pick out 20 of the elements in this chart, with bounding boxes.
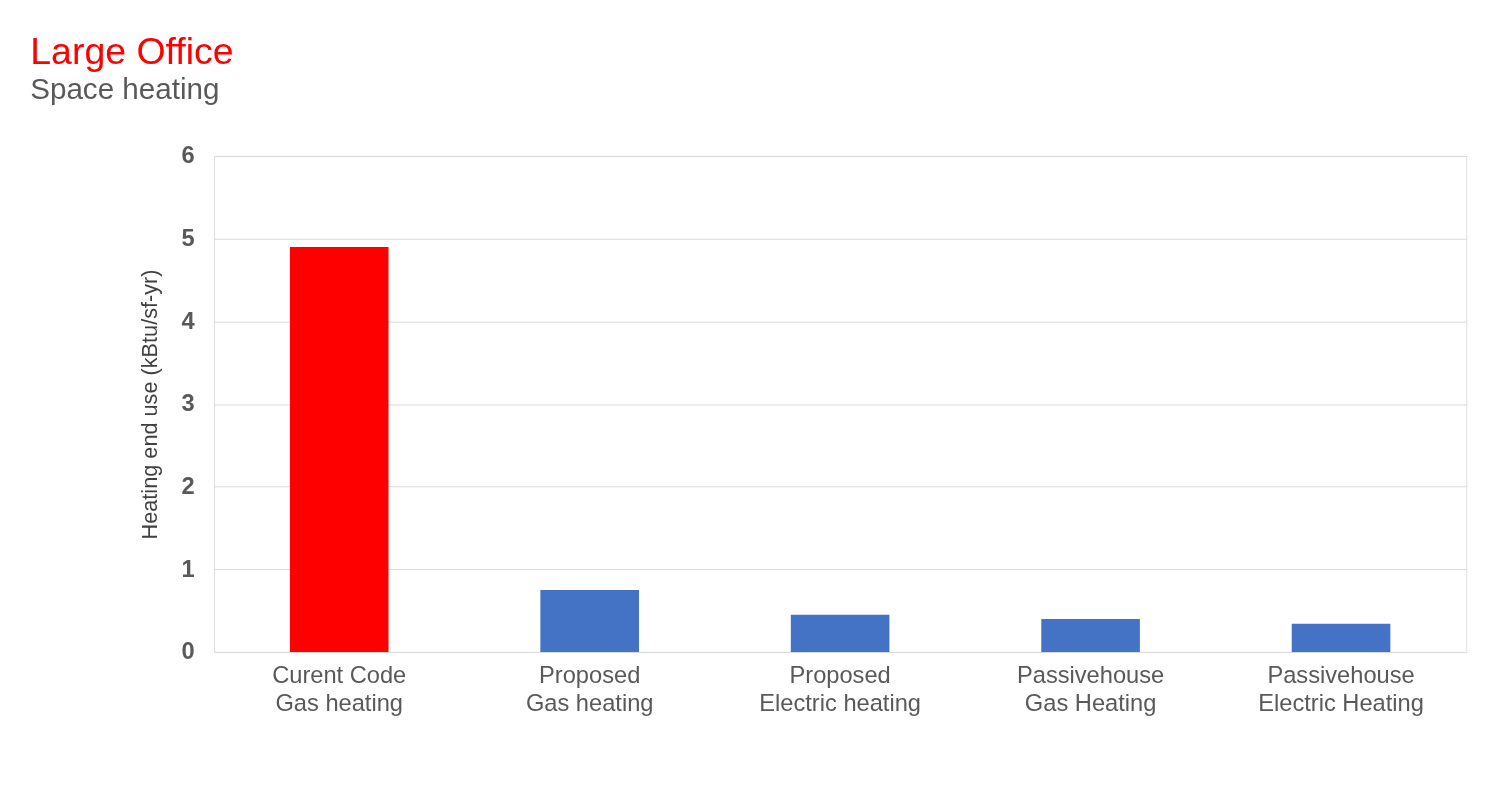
bar: [289, 246, 389, 652]
y-tick-label: 4: [181, 307, 196, 334]
x-tick-label: Proposed Electric heating: [759, 662, 921, 716]
y-tick-label: 2: [181, 473, 195, 500]
y-tick-label: 1: [181, 555, 195, 582]
bar: [1041, 618, 1140, 652]
y-tick-label: 5: [181, 225, 195, 252]
bar: [540, 589, 639, 652]
x-tick-label: Passivehouse Electric Heating: [1258, 662, 1424, 716]
x-tick-label: Curent Code Gas heating: [272, 662, 407, 716]
y-tick-label: 6: [181, 142, 195, 169]
chart-subtitle: Space heating: [30, 71, 220, 105]
bar: [1291, 623, 1391, 652]
y-tick-label: 3: [181, 390, 195, 417]
x-tick-label: Proposed Gas heating: [525, 662, 654, 716]
y-axis-title: Heating end use (kBtu/sf-yr): [136, 269, 162, 540]
chart-title: Large Office: [30, 30, 234, 73]
y-tick-label: 0: [181, 638, 195, 665]
x-tick-label: Passivehouse Gas Heating: [1016, 662, 1165, 716]
bar: [790, 614, 890, 652]
